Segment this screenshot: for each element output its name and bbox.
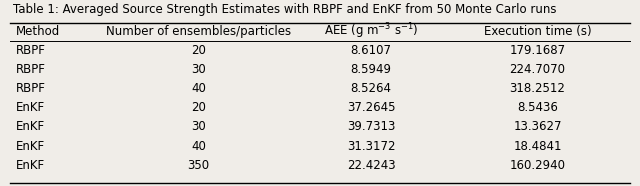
- Text: 40: 40: [191, 82, 206, 95]
- Text: 13.3627: 13.3627: [513, 120, 562, 133]
- Text: 22.4243: 22.4243: [347, 159, 396, 172]
- Text: 160.2940: 160.2940: [509, 159, 566, 172]
- Text: EnKF: EnKF: [16, 101, 45, 114]
- Text: 30: 30: [191, 63, 206, 76]
- Text: EnKF: EnKF: [16, 120, 45, 133]
- Text: EnKF: EnKF: [16, 140, 45, 153]
- Text: 8.5436: 8.5436: [517, 101, 558, 114]
- Text: 224.7070: 224.7070: [509, 63, 566, 76]
- Text: 37.2645: 37.2645: [347, 101, 396, 114]
- Text: 8.5264: 8.5264: [351, 82, 392, 95]
- Text: Method: Method: [16, 25, 60, 38]
- Text: 8.6107: 8.6107: [351, 44, 392, 57]
- Text: Table 1: Averaged Source Strength Estimates with RBPF and EnKF from 50 Monte Car: Table 1: Averaged Source Strength Estima…: [13, 3, 556, 16]
- Text: 30: 30: [191, 120, 206, 133]
- Text: EnKF: EnKF: [16, 159, 45, 172]
- Text: 179.1687: 179.1687: [509, 44, 566, 57]
- Text: RBPF: RBPF: [16, 44, 46, 57]
- Text: RBPF: RBPF: [16, 63, 46, 76]
- Text: 18.4841: 18.4841: [513, 140, 562, 153]
- Text: Number of ensembles/particles: Number of ensembles/particles: [106, 25, 291, 38]
- Text: 350: 350: [188, 159, 209, 172]
- Text: 8.5949: 8.5949: [351, 63, 392, 76]
- Text: 31.3172: 31.3172: [347, 140, 396, 153]
- Text: AEE (g m$^{-3}$ s$^{-1}$): AEE (g m$^{-3}$ s$^{-1}$): [324, 22, 419, 41]
- Text: 39.7313: 39.7313: [347, 120, 396, 133]
- Text: 20: 20: [191, 101, 206, 114]
- Text: 20: 20: [191, 44, 206, 57]
- Text: 40: 40: [191, 140, 206, 153]
- Text: RBPF: RBPF: [16, 82, 46, 95]
- Text: 318.2512: 318.2512: [509, 82, 566, 95]
- Text: Execution time (s): Execution time (s): [484, 25, 591, 38]
